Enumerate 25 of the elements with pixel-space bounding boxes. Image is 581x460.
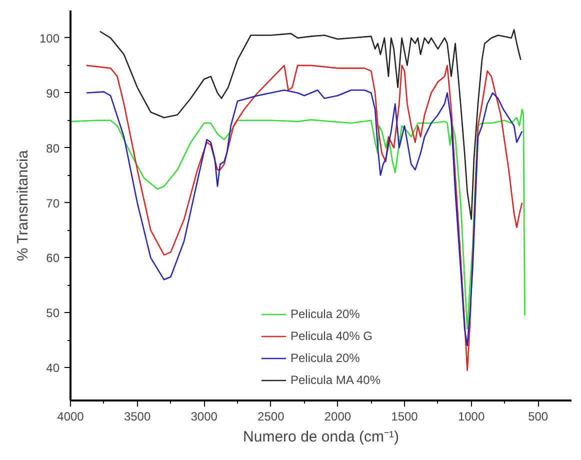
line-series bbox=[86, 90, 523, 346]
x-tick-label: 4000 bbox=[57, 410, 84, 424]
x-tick-label: 500 bbox=[528, 410, 548, 424]
line-series bbox=[99, 29, 522, 220]
x-tick-label: 2000 bbox=[324, 410, 352, 424]
y-tick-label: 60 bbox=[46, 251, 60, 266]
x-tick-label: 3500 bbox=[124, 410, 151, 424]
y-tick-label: 90 bbox=[46, 86, 60, 100]
y-axis-title: % Transmitancia bbox=[14, 150, 32, 262]
legend-label: Pelicula 20% bbox=[290, 351, 360, 365]
y-tick-label: 80 bbox=[46, 141, 60, 156]
y-tick-label: 50 bbox=[46, 306, 60, 320]
x-axis-title: Numero de onda (cm⁻¹) bbox=[243, 428, 399, 446]
y-tick-label: 40 bbox=[46, 361, 60, 376]
line-series bbox=[86, 64, 523, 371]
legend-label: Pelicula 20% bbox=[290, 307, 360, 321]
x-tick-label: 1000 bbox=[458, 410, 485, 424]
line-series bbox=[70, 108, 526, 330]
legend-label: Pelicula 40% G bbox=[290, 329, 373, 343]
y-tick-label: 100 bbox=[39, 31, 60, 46]
legend-label: Pelicula MA 40% bbox=[290, 373, 381, 387]
x-tick-label: 3000 bbox=[190, 410, 218, 424]
y-tick-label: 70 bbox=[46, 196, 60, 210]
x-tick-label: 2500 bbox=[258, 410, 285, 424]
x-tick-label: 1500 bbox=[391, 410, 418, 424]
